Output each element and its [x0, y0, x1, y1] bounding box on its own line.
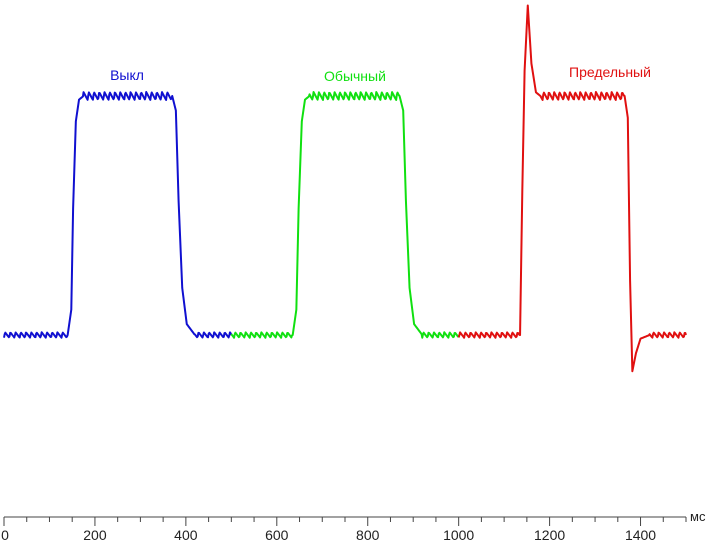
series-line-1	[3, 91, 233, 339]
x-axis: 0 200 400 600 800 1000 1200 1400	[1, 516, 687, 542]
x-tick-label: 400	[174, 527, 198, 542]
series-label-3: Предельный	[569, 64, 651, 80]
x-tick-label: 1400	[625, 527, 656, 542]
x-tick-label: 0	[1, 527, 9, 542]
series-label-1: Выкл	[110, 67, 144, 83]
x-tick-label: 1200	[534, 527, 565, 542]
series-layer	[3, 4, 687, 373]
x-tick-label: 800	[356, 527, 380, 542]
x-tick-label: 200	[83, 527, 107, 542]
x-tick-label: 600	[265, 527, 289, 542]
x-tick-label: 1000	[443, 527, 474, 542]
series-line-2	[230, 91, 460, 339]
series-line-3	[457, 4, 687, 373]
series-label-layer: Выкл Обычный Предельный	[110, 64, 651, 84]
series-label-2: Обычный	[324, 68, 386, 84]
x-axis-unit-label: мс	[690, 509, 706, 524]
